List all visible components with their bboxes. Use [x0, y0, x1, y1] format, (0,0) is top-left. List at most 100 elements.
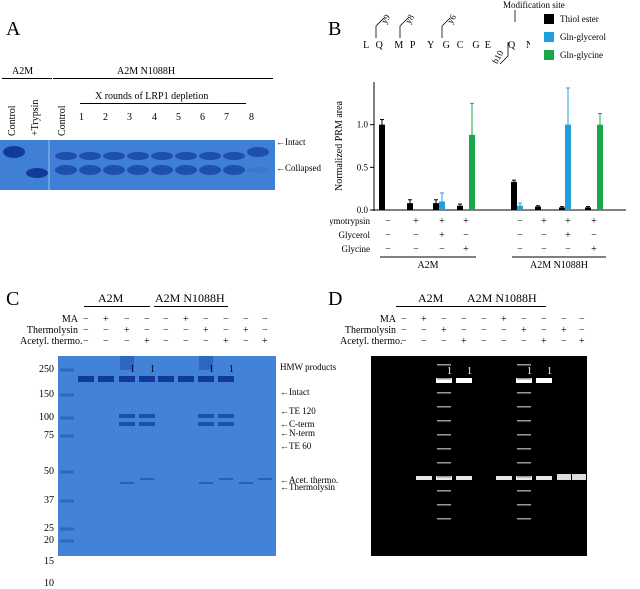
sign-cell: + — [183, 314, 189, 325]
ladder-streak — [517, 420, 531, 422]
sign-row-label: Thermolysin — [344, 325, 396, 336]
condition-sign: + — [565, 216, 571, 227]
ladder-band — [60, 416, 74, 420]
sign-cell: − — [461, 314, 467, 325]
condition-sign: + — [463, 244, 469, 255]
peptide-residue: N — [526, 40, 530, 51]
sign-cell: − — [124, 336, 130, 347]
fluorescent-band — [536, 476, 552, 480]
panel-c-annotation: ←Acet. thermo. — [280, 475, 339, 485]
panel-a-lane-trypsin: +Trypsin — [30, 99, 41, 136]
bar-thiol-ester — [535, 206, 541, 210]
condition-row-label: Chymotrypsin — [330, 216, 370, 226]
ladder-streak — [517, 434, 531, 436]
intact-band — [198, 376, 214, 382]
sign-cell: − — [579, 325, 585, 336]
mark-1: 1 — [150, 364, 155, 375]
condition-sign: − — [517, 216, 523, 227]
panel-a-gel — [0, 140, 275, 190]
sign-cell: + — [541, 336, 547, 347]
peptide-residue: G — [472, 40, 479, 51]
mark-1: 1 — [467, 366, 472, 377]
condition-sign: + — [439, 230, 445, 241]
condition-sign: − — [517, 244, 523, 255]
ladder-streak — [437, 490, 451, 492]
sign-cell: − — [401, 336, 407, 347]
panel-a-lane-5: 5 — [176, 112, 181, 123]
legend-label-thiol: Thiol ester — [560, 14, 599, 24]
legend-item-glycerol: Gln-glycerol — [544, 28, 606, 46]
sign-cell: − — [481, 314, 487, 325]
panel-d-group-a2m: A2M — [418, 291, 444, 305]
intact-fluorescent-band — [516, 378, 532, 383]
peptide-residue: Q — [508, 40, 516, 51]
thermolysin-fluorescent-band — [557, 474, 571, 480]
bar-thiol-ester — [559, 207, 565, 210]
condition-sign: − — [517, 230, 523, 241]
panel-c-annotation: ←Thermolysin — [280, 482, 335, 492]
sign-cell: − — [461, 325, 467, 336]
panel-a-marker-collapsed: ←Collapsed — [276, 163, 321, 173]
sign-cell: + — [579, 336, 585, 347]
sign-cell: + — [103, 314, 109, 325]
panel-a-lane-3: 3 — [127, 112, 132, 123]
ladder-streak — [517, 462, 531, 464]
intact-band — [119, 376, 135, 382]
fluorescent-band — [456, 476, 472, 480]
intact-band — [158, 376, 174, 382]
y-axis-label: Normalized PRM area — [334, 100, 345, 191]
panel-c-annotation: ←C-term — [280, 419, 315, 429]
ladder-streak — [517, 378, 531, 380]
panel-a-lane-8: 8 — [249, 112, 254, 123]
intact-band — [178, 376, 194, 382]
sign-cell: − — [144, 325, 150, 336]
mark-1: 1 — [209, 364, 214, 375]
prm-bar-chart: 0.0 0.5 1.0 Normalized PRM area Chymotrypsin… — [330, 82, 626, 270]
cterm-band — [198, 414, 214, 418]
chart-legend: Thiol ester Gln-glycerol Gln-glycine — [544, 10, 606, 64]
panel-b-letter: B — [328, 18, 342, 40]
sign-row-label: Acetyl. thermo. — [340, 336, 403, 347]
panel-c-annotation: ←N-term — [280, 428, 315, 438]
panel-d-group-mutant: A2M N1088H — [467, 291, 537, 305]
panel-a-marker-intact: ←Intact — [276, 137, 306, 147]
mark-1: 1 — [547, 366, 552, 377]
sign-cell: − — [243, 336, 249, 347]
sign-cell: − — [481, 325, 487, 336]
sign-cell: − — [401, 325, 407, 336]
intact-band — [98, 376, 114, 382]
mw-ladder-label: 75 — [44, 430, 54, 441]
legend-swatch-thiol — [544, 14, 554, 24]
panel-c-annotation: ←Intact — [280, 387, 310, 397]
sign-cell: − — [183, 325, 189, 336]
condition-sign: − — [385, 244, 391, 255]
sign-cell: + — [421, 314, 427, 325]
sign-cell: + — [262, 336, 268, 347]
sign-row-label: MA — [379, 314, 396, 325]
condition-sign: − — [541, 244, 547, 255]
ladder-band — [60, 393, 74, 397]
ladder-streak — [437, 448, 451, 450]
mark-1: 1 — [229, 364, 234, 375]
sign-cell: − — [83, 314, 89, 325]
ladder-streak — [517, 364, 531, 366]
peptide-residue: M — [394, 40, 403, 51]
sign-cell: − — [521, 336, 527, 347]
ladder-streak — [517, 518, 531, 520]
peptide-residue: P — [410, 40, 416, 51]
acet-thermo-band — [258, 478, 272, 480]
sign-row-label: MA — [61, 314, 78, 325]
mw-ladder-label: 10 — [44, 578, 54, 589]
ladder-band — [60, 368, 74, 372]
nterm-band — [198, 422, 214, 426]
mw-ladder-label: 150 — [39, 389, 54, 400]
sign-cell: − — [144, 314, 150, 325]
fluorescent-band — [436, 476, 452, 480]
panel-a-lane-control-mutant: Control — [57, 105, 68, 136]
condition-sign: − — [439, 244, 445, 255]
panel-c-letter: C — [6, 288, 20, 310]
sign-cell: + — [144, 336, 150, 347]
condition-sign: − — [413, 244, 419, 255]
intact-band — [218, 376, 234, 382]
mw-ladder-label: 37 — [44, 495, 54, 506]
